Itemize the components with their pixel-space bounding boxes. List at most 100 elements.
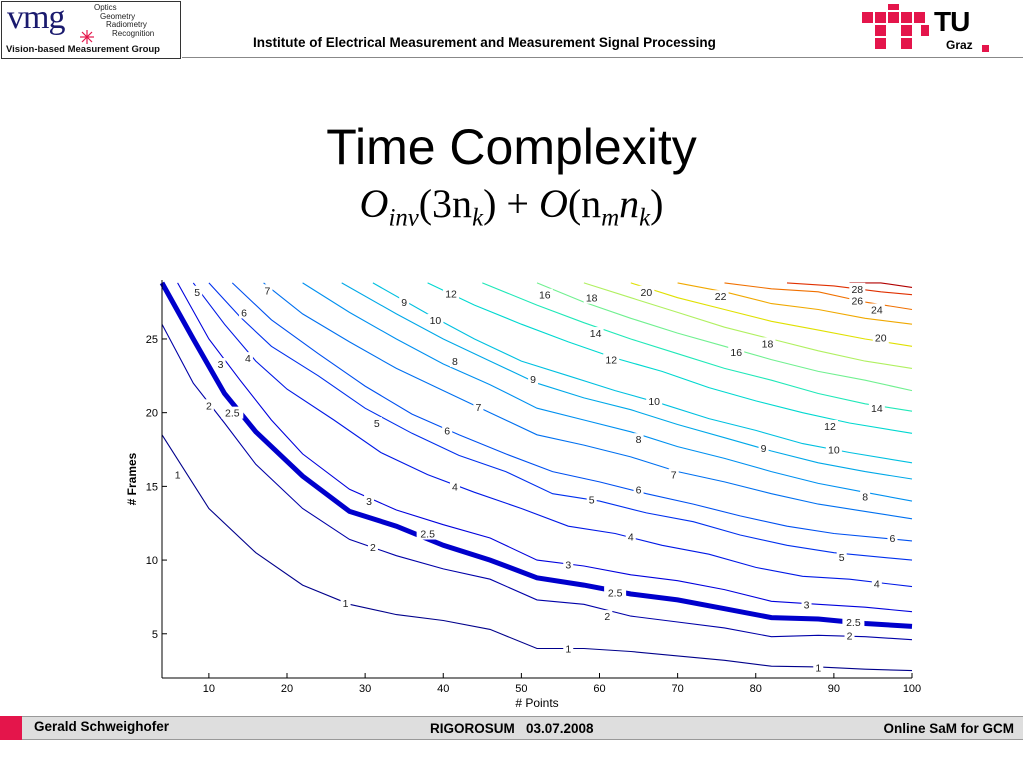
contour-label-bg (443, 287, 460, 300)
contour-label-bg (625, 530, 636, 543)
vmg-tag-geometry: Geometry (100, 11, 136, 21)
contour-label-bg (602, 610, 613, 623)
contour-line-14 (482, 282, 913, 412)
contour-label-bg (442, 424, 453, 437)
y-tick-label: 5 (152, 629, 158, 641)
contour-label-bg (603, 353, 620, 366)
formula-arg2: (n (567, 181, 602, 226)
x-tick-label: 80 (750, 683, 762, 695)
contour-label-bg (203, 399, 214, 412)
contour-label-bg (849, 282, 866, 295)
contour-label-bg (813, 661, 824, 674)
y-axis-label: # Frames (125, 452, 139, 505)
contour-line-2-5 (159, 281, 913, 629)
contour-label: 28 (851, 284, 863, 296)
contour-line-3 (177, 282, 913, 613)
contour-label: 5 (589, 495, 595, 507)
formula-k2: k (639, 204, 651, 232)
footer-bar (0, 716, 1023, 740)
contour-label: 6 (444, 425, 450, 437)
contour-label: 12 (605, 355, 617, 367)
y-tick-label: 25 (146, 334, 158, 346)
y-tick-label: 15 (146, 481, 158, 493)
contour-label: 1 (175, 470, 181, 482)
y-tick-label: 20 (146, 408, 158, 420)
x-tick-label: 40 (437, 683, 449, 695)
y-tick-label: 10 (146, 555, 158, 567)
contour-label: 8 (862, 492, 868, 504)
x-tick-label: 100 (903, 683, 921, 695)
contour-label: 26 (851, 296, 863, 308)
contour-label: 2 (604, 611, 610, 623)
contour-label-bg (563, 642, 574, 655)
contour-label-bg (536, 288, 553, 301)
contour-label-bg (371, 416, 382, 429)
contour-label: 9 (761, 443, 767, 455)
tu-logo-text: TU (934, 6, 970, 37)
contour-label-bg (583, 291, 600, 304)
contour-label-bg (242, 352, 253, 365)
contour-label: 4 (452, 481, 458, 493)
contour-label-bg (842, 615, 865, 628)
x-tick-label: 10 (203, 683, 215, 695)
formula-k1: k (472, 204, 484, 232)
footer-event: RIGOROSUM 03.07.2008 (430, 721, 594, 736)
x-tick-label: 90 (828, 683, 840, 695)
formula-n2: n (619, 181, 640, 226)
contour-label-bg (646, 394, 663, 407)
contour-label-bg (416, 527, 439, 540)
contour-label: 14 (590, 328, 602, 340)
contour-label: 4 (245, 353, 251, 365)
contour-label: 16 (730, 347, 742, 359)
contour-label-bg (821, 419, 838, 432)
contour-label-bg (633, 483, 644, 496)
contour-label-bg (192, 285, 203, 298)
formula-m: m (601, 204, 620, 232)
contour-label: 7 (475, 402, 481, 414)
contour-label: 2.5 (420, 529, 435, 541)
contour-label-bg (427, 313, 444, 326)
contour-label: 20 (641, 287, 653, 299)
footer-author: Gerald Schweighofer (34, 719, 170, 734)
vmg-tag-optics: Optics (94, 3, 117, 12)
contour-label: 18 (762, 338, 774, 350)
contour-label-bg (712, 290, 729, 303)
contour-line-4 (192, 282, 913, 588)
contour-label-bg (587, 327, 604, 340)
contour-label: 2.5 (608, 588, 623, 600)
contour-label-bg (836, 551, 847, 564)
contour-label: 20 (875, 332, 887, 344)
contour-label-bg (868, 303, 885, 316)
contour-line-2 (161, 323, 913, 641)
complexity-formula: Oinv(3nk) + O(nmnk) (0, 180, 1023, 233)
contour-lines (159, 281, 913, 672)
contour-line-18 (583, 282, 913, 369)
contour-label-bg (801, 598, 812, 611)
formula-close: ) (650, 181, 664, 226)
contour-label-bg (849, 294, 866, 307)
contour-label: 7 (671, 470, 677, 482)
x-tick-label: 20 (281, 683, 293, 695)
x-tick-label: 30 (359, 683, 371, 695)
contour-label-bg (638, 285, 655, 298)
contour-label: 7 (265, 285, 271, 297)
formula-plus: ) + (483, 181, 539, 226)
contour-line-20 (630, 282, 913, 347)
contour-label: 9 (401, 297, 407, 309)
contour-label: 22 (715, 291, 727, 303)
contour-label-bg (604, 586, 627, 599)
contour-label: 1 (343, 598, 349, 610)
contour-label: 6 (890, 533, 896, 545)
vmg-group-name: Vision-based Measurement Group (6, 44, 160, 55)
contour-label-bg (868, 402, 885, 415)
x-tick-label: 50 (515, 683, 527, 695)
contour-line-8 (302, 282, 913, 502)
contour-label-bg (172, 468, 183, 481)
slide-title: Time Complexity (326, 119, 697, 175)
contour-label: 5 (839, 552, 845, 564)
contour-label: 9 (530, 374, 536, 386)
institute-title: Institute of Electrical Measurement and … (253, 35, 716, 50)
vmg-logo: vmg Optics Geometry Radiometry Recogniti… (1, 0, 181, 59)
formula-inv: inv (388, 204, 419, 232)
contour-label: 5 (194, 287, 200, 299)
